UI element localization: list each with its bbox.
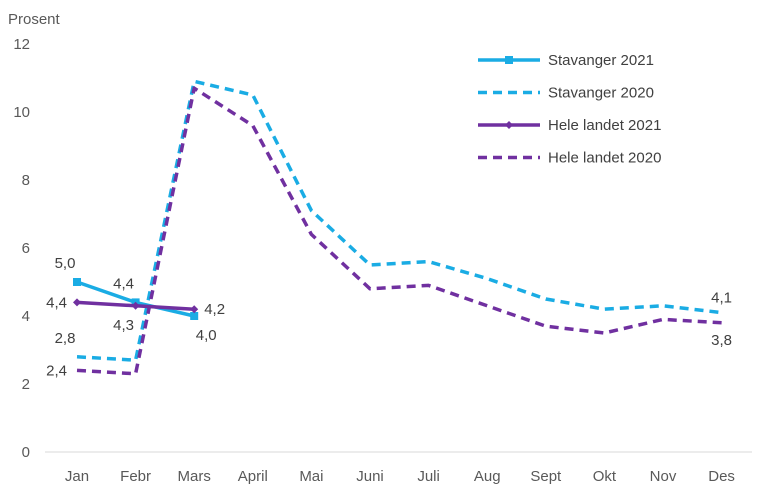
x-tick-label: Juni: [356, 468, 384, 485]
data-label: 4,4: [46, 294, 67, 311]
data-label: 2,8: [55, 330, 76, 347]
y-axis-title: Prosent: [8, 11, 61, 28]
y-tick-label: 0: [22, 444, 30, 461]
legend-item: Stavanger 2020: [478, 85, 654, 102]
data-point: [190, 305, 199, 314]
data-label: 4,1: [711, 290, 732, 307]
data-label: 2,4: [46, 362, 67, 379]
x-tick-label: Sept: [530, 468, 562, 485]
x-tick-label: Jan: [65, 468, 89, 485]
legend-marker: [505, 56, 513, 64]
y-tick-label: 6: [22, 240, 30, 257]
x-tick-label: Nov: [650, 468, 677, 485]
data-point: [131, 301, 140, 310]
y-tick-label: 8: [22, 172, 30, 189]
legend-label: Stavanger 2020: [548, 85, 654, 102]
x-tick-label: Juli: [417, 468, 440, 485]
data-label: 3,8: [711, 332, 732, 349]
y-tick-label: 2: [22, 376, 30, 393]
x-tick-label: Des: [708, 468, 735, 485]
x-tick-label: Okt: [593, 468, 617, 485]
legend-item: Hele landet 2021: [478, 117, 661, 134]
y-tick-label: 4: [22, 308, 30, 325]
legend-label: Hele landet 2021: [548, 117, 661, 134]
x-tick-label: Febr: [120, 468, 151, 485]
data-point: [190, 312, 199, 320]
data-label: 4,4: [113, 275, 134, 292]
legend-item: Hele landet 2020: [478, 150, 661, 167]
y-tick-label: 10: [13, 104, 30, 121]
data-label: 4,0: [196, 327, 217, 344]
x-tick-label: Mars: [178, 468, 211, 485]
y-tick-label: 12: [13, 36, 30, 53]
data-point: [73, 298, 81, 307]
x-tick-label: Aug: [474, 468, 501, 485]
series-line-hele-landet-2020: [76, 86, 722, 376]
legend-label: Stavanger 2021: [548, 52, 654, 69]
data-label: 5,0: [55, 255, 76, 272]
data-label: 4,3: [113, 317, 134, 334]
legend-label: Hele landet 2020: [548, 150, 661, 167]
x-tick-label: April: [238, 468, 268, 485]
legend-item: Stavanger 2021: [478, 52, 654, 69]
data-label: 4,2: [204, 301, 225, 318]
x-tick-label: Mai: [299, 468, 323, 485]
data-point: [73, 278, 81, 286]
legend-marker: [505, 121, 513, 129]
